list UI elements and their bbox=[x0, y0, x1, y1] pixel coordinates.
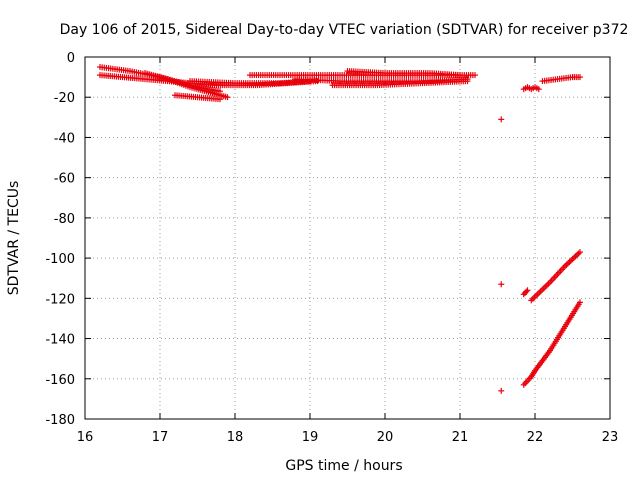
data-point-marker bbox=[472, 72, 478, 79]
y-tick-label: -120 bbox=[45, 292, 75, 307]
x-axis-label: GPS time / hours bbox=[285, 458, 402, 474]
x-tick-label: 17 bbox=[152, 430, 169, 445]
y-tick-label: 0 bbox=[67, 51, 75, 66]
grid-lines bbox=[85, 57, 610, 419]
y-tick-label: -80 bbox=[54, 212, 75, 227]
x-tick-label: 23 bbox=[602, 430, 619, 445]
data-point-marker bbox=[524, 287, 531, 294]
data-points bbox=[97, 64, 583, 394]
y-tick-label: -140 bbox=[45, 333, 75, 348]
y-tick-label: -160 bbox=[45, 373, 75, 388]
plot-frame bbox=[84, 56, 611, 420]
data-point-marker bbox=[498, 116, 505, 123]
x-tick-label: 21 bbox=[452, 430, 469, 445]
x-tick-label: 19 bbox=[302, 430, 319, 445]
x-tick-label: 16 bbox=[77, 430, 94, 445]
axis-ticks: 16 17 18 19 20 21 22 23 0 -20 -40 -60 -80 -100 -120 -14… bbox=[45, 51, 618, 445]
data-point-marker bbox=[498, 387, 505, 394]
data-point-marker bbox=[217, 96, 223, 103]
y-axis-label: SDTVAR / TECUs bbox=[6, 181, 22, 296]
chart-title: Day 106 of 2015, Sidereal Day-to-day VTE… bbox=[60, 22, 629, 38]
data-point-marker bbox=[523, 288, 530, 295]
data-point-marker bbox=[535, 86, 542, 93]
data-point-marker bbox=[457, 72, 463, 79]
data-point-marker bbox=[314, 78, 321, 85]
x-tick-label: 22 bbox=[527, 430, 544, 445]
data-point-marker bbox=[577, 74, 583, 81]
y-tick-label: -100 bbox=[45, 252, 75, 267]
x-tick-label: 20 bbox=[377, 430, 394, 445]
y-tick-label: -40 bbox=[54, 131, 75, 146]
y-tick-label: -180 bbox=[45, 413, 75, 428]
data-point-marker bbox=[224, 94, 231, 101]
data-point-marker bbox=[498, 281, 505, 288]
data-point-marker bbox=[577, 249, 583, 256]
y-tick-label: -20 bbox=[54, 91, 75, 106]
x-tick-label: 18 bbox=[227, 430, 244, 445]
data-point-marker bbox=[577, 299, 583, 306]
y-tick-label: -60 bbox=[54, 172, 75, 187]
data-point-marker bbox=[464, 78, 471, 85]
